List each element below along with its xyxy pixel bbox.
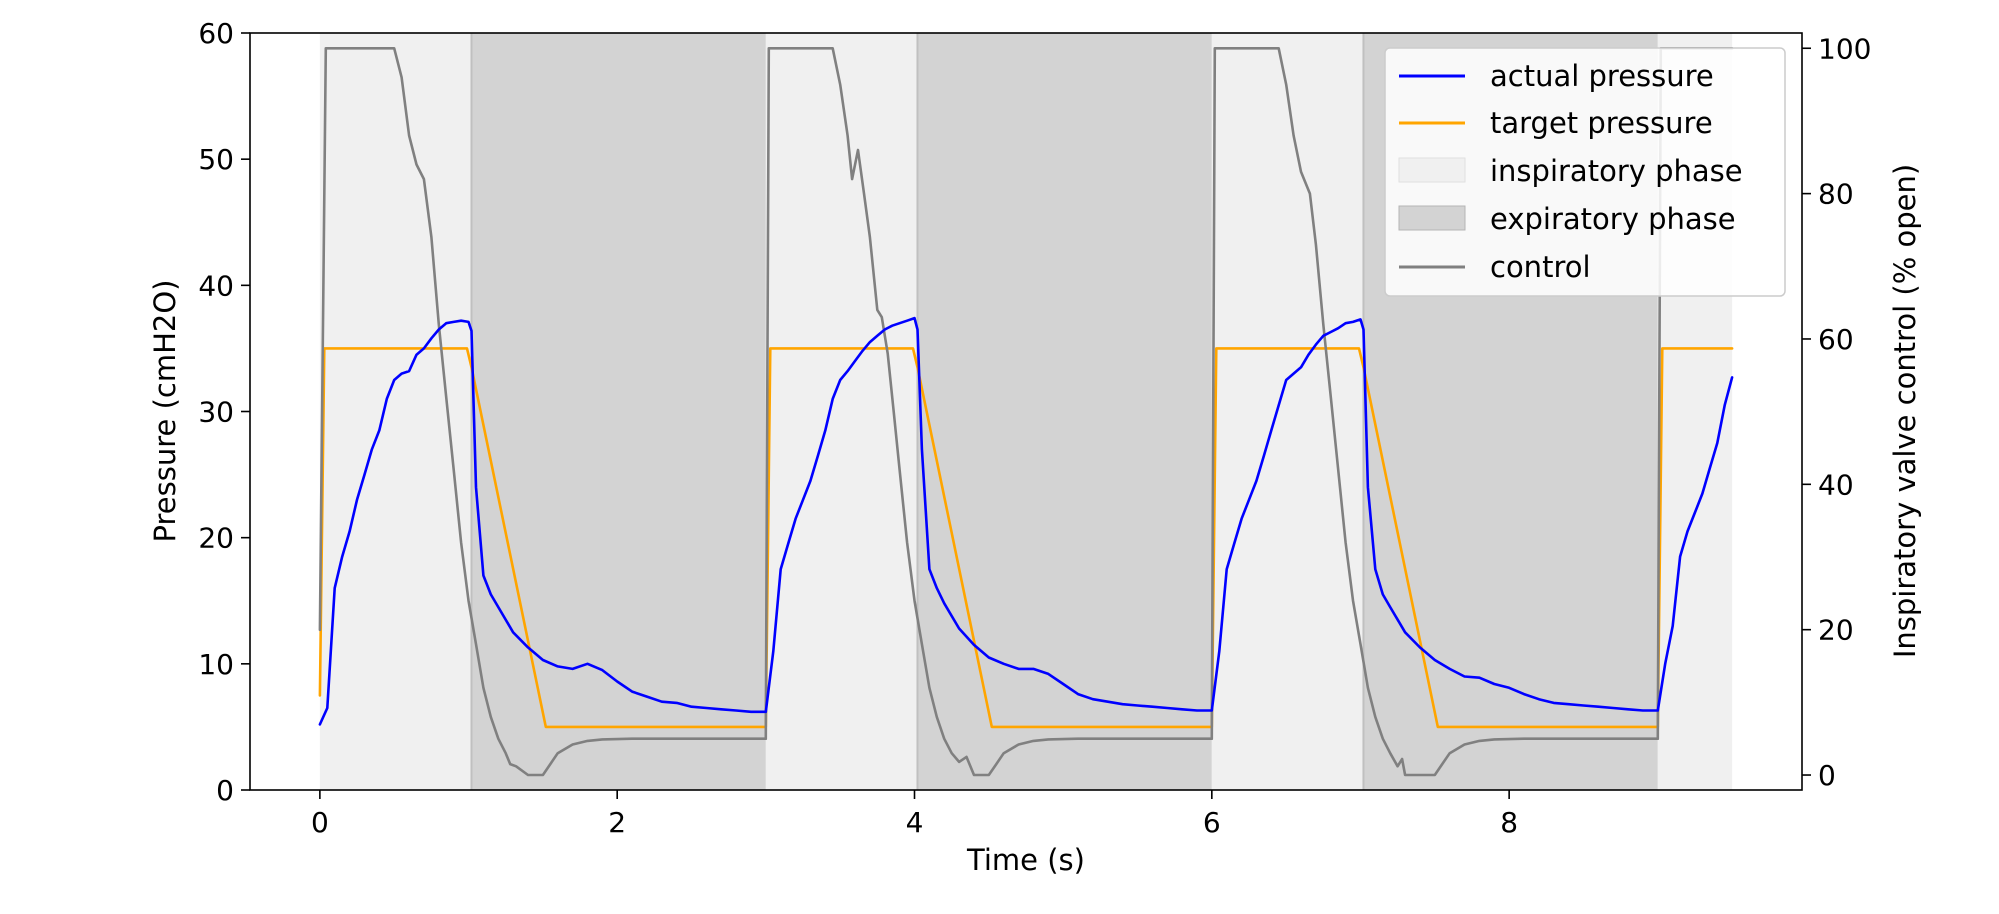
y-tick-label: 30 <box>198 396 234 429</box>
x-tick-label: 6 <box>1203 806 1221 839</box>
x-tick-label: 0 <box>311 806 329 839</box>
y2-tick-label: 80 <box>1818 178 1854 211</box>
phase-bands <box>319 33 1733 790</box>
legend-frame <box>1384 47 1786 297</box>
legend-marker-expiratory-phase <box>1398 205 1466 231</box>
series-lines <box>318 47 1734 777</box>
y-tick-label: 10 <box>198 648 234 681</box>
series-control <box>318 47 1734 777</box>
series-actual-pressure <box>318 316 1734 726</box>
y2-tick-label: 60 <box>1818 323 1854 356</box>
x-axis-label: Time (s) <box>966 843 1085 877</box>
y-axis-left: 0 10 20 30 40 50 60 <box>198 17 250 807</box>
x-tick-label: 4 <box>906 806 924 839</box>
inspiratory-phase-band-0 <box>319 33 472 790</box>
y-tick-label: 20 <box>198 522 234 555</box>
legend-marker-inspiratory-phase <box>1398 157 1466 183</box>
inspiratory-phase-band-4 <box>1211 33 1364 790</box>
y2-tick-label: 40 <box>1818 468 1854 501</box>
series-target-pressure <box>318 347 1734 729</box>
y2-tick-label: 0 <box>1818 759 1836 792</box>
legend-label-actual-pressure: actual pressure <box>1490 59 1714 93</box>
legend-label-expiratory-phase: expiratory phase <box>1490 202 1736 236</box>
expiratory-phase-band-3 <box>917 33 1212 790</box>
legend-label-inspiratory-phase: inspiratory phase <box>1490 154 1743 188</box>
y2-tick-label: 100 <box>1818 32 1871 65</box>
legend-label-target-pressure: target pressure <box>1490 106 1713 140</box>
y-tick-label: 60 <box>198 17 234 50</box>
expiratory-phase-band-1 <box>471 33 766 790</box>
y-axis-right: 0 20 40 60 80 100 <box>1802 32 1871 792</box>
legend: actual pressure target pressure inspirat… <box>1384 47 1786 297</box>
y2-tick-label: 20 <box>1818 614 1854 647</box>
y-tick-label: 40 <box>198 269 234 302</box>
inspiratory-phase-band-2 <box>765 33 918 790</box>
y-tick-label: 0 <box>216 774 234 807</box>
legend-label-control: control <box>1490 250 1591 284</box>
y2-axis-label: Inspiratory valve control (% open) <box>1888 164 1922 658</box>
y-axis-label: Pressure (cmH2O) <box>148 280 182 543</box>
x-tick-label: 2 <box>608 806 626 839</box>
x-axis: 0 2 4 6 8 <box>311 790 1518 839</box>
x-tick-label: 8 <box>1500 806 1518 839</box>
y-tick-label: 50 <box>198 143 234 176</box>
